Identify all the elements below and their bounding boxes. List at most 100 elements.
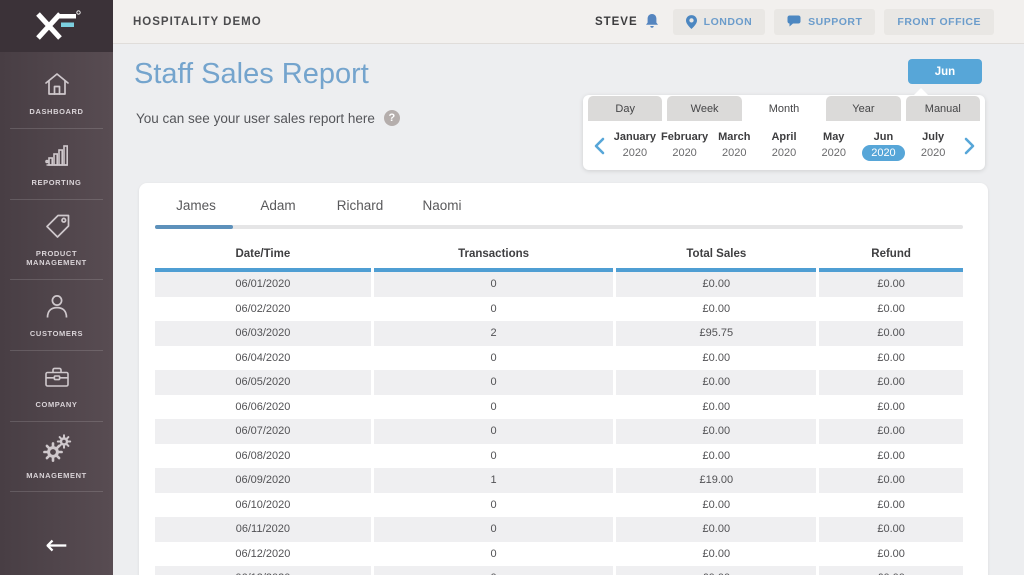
cell-refund: £0.00 xyxy=(819,566,963,575)
support-button-label: SUPPORT xyxy=(808,16,862,28)
help-icon[interactable]: ? xyxy=(384,110,400,126)
table-row: 06/12/2020 0 £0.00 £0.00 xyxy=(155,542,963,567)
cell-transactions: 2 xyxy=(374,321,614,346)
home-icon xyxy=(42,68,72,100)
month-option[interactable]: March 2020 xyxy=(709,131,759,161)
sidebar-item-dashboard[interactable]: DASHBOARD xyxy=(10,58,103,129)
cell-total-sales: £0.00 xyxy=(616,395,816,420)
staff-tab[interactable]: Adam xyxy=(237,198,319,225)
staff-tab[interactable]: James xyxy=(155,198,237,225)
cell-total-sales: £19.00 xyxy=(616,468,816,493)
table-header-cell: Date/Time xyxy=(155,241,371,268)
cell-refund: £0.00 xyxy=(819,346,963,371)
page-subtitle: You can see your user sales report here … xyxy=(136,110,400,126)
bell-icon[interactable] xyxy=(645,13,659,30)
cell-transactions: 0 xyxy=(374,444,614,469)
cell-transactions: 0 xyxy=(374,297,614,322)
month-option[interactable]: May 2020 xyxy=(809,131,859,161)
location-button-label: LONDON xyxy=(704,16,753,28)
sidebar-item-label: CUSTOMERS xyxy=(30,329,83,339)
staff-tab[interactable]: Richard xyxy=(319,198,401,225)
support-button[interactable]: SUPPORT xyxy=(774,9,875,35)
cell-total-sales: £0.00 xyxy=(616,493,816,518)
cell-date: 06/12/2020 xyxy=(155,542,371,567)
cell-refund: £0.00 xyxy=(819,395,963,420)
month-option[interactable]: January 2020 xyxy=(610,131,660,161)
app-title: HOSPITALITY DEMO xyxy=(133,16,262,28)
month-year: 2020 xyxy=(812,145,854,161)
table-row: 06/13/2020 0 £0.00 £0.00 xyxy=(155,566,963,575)
month-option[interactable]: Jun 2020 xyxy=(859,131,909,161)
month-option[interactable]: April 2020 xyxy=(759,131,809,161)
sidebar-item-label: COMPANY xyxy=(36,400,78,410)
location-button[interactable]: LONDON xyxy=(673,9,766,35)
month-year: 2020 xyxy=(763,145,805,161)
month-name: May xyxy=(823,131,844,143)
cell-date: 06/08/2020 xyxy=(155,444,371,469)
date-mode-tab[interactable]: Year xyxy=(826,96,900,121)
sidebar-item-management[interactable]: MANAGEMENT xyxy=(10,422,103,493)
user-name: STEVE xyxy=(595,16,638,28)
table-row: 06/06/2020 0 £0.00 £0.00 xyxy=(155,395,963,420)
date-mode-tab[interactable]: Month xyxy=(747,96,821,121)
month-year: 2020 xyxy=(713,145,755,161)
cell-date: 06/03/2020 xyxy=(155,321,371,346)
staff-tab-active-indicator xyxy=(155,225,233,229)
date-mode-tab[interactable]: Week xyxy=(667,96,741,121)
month-option[interactable]: July 2020 xyxy=(908,131,958,161)
front-office-button-label: FRONT OFFICE xyxy=(897,16,981,28)
person-icon xyxy=(42,290,72,322)
sidebar-item-company[interactable]: COMPANY xyxy=(10,351,103,422)
brand-logo[interactable] xyxy=(0,0,113,52)
report-card: JamesAdamRichardNaomi Date/TimeTransacti… xyxy=(139,183,988,575)
cell-transactions: 0 xyxy=(374,395,614,420)
sidebar-item-product-management[interactable]: PRODUCT MANAGEMENT xyxy=(10,200,103,281)
cell-total-sales: £0.00 xyxy=(616,346,816,371)
cell-date: 06/13/2020 xyxy=(155,566,371,575)
cell-date: 06/11/2020 xyxy=(155,517,371,542)
cell-transactions: 1 xyxy=(374,468,614,493)
chat-bubble-icon xyxy=(787,15,801,28)
sidebar-item-label: PRODUCT MANAGEMENT xyxy=(10,249,103,269)
month-year: 2020 xyxy=(663,145,705,161)
month-carousel: January 2020 February 2020 March 2020 Ap… xyxy=(583,121,985,163)
cell-date: 06/10/2020 xyxy=(155,493,371,518)
cell-transactions: 0 xyxy=(374,566,614,575)
sidebar: DASHBOARD REPORTING xyxy=(0,0,113,575)
sidebar-item-reporting[interactable]: REPORTING xyxy=(10,129,103,200)
cell-total-sales: £95.75 xyxy=(616,321,816,346)
xe-logo-icon xyxy=(32,9,82,43)
front-office-button[interactable]: FRONT OFFICE xyxy=(884,9,994,35)
table-row: 06/01/2020 0 £0.00 £0.00 xyxy=(155,272,963,297)
cell-transactions: 0 xyxy=(374,517,614,542)
staff-tab[interactable]: Naomi xyxy=(401,198,483,225)
cell-refund: £0.00 xyxy=(819,493,963,518)
table-row: 06/07/2020 0 £0.00 £0.00 xyxy=(155,419,963,444)
staff-tab-track xyxy=(155,225,963,229)
gears-icon xyxy=(42,432,72,464)
cell-transactions: 0 xyxy=(374,542,614,567)
cell-transactions: 0 xyxy=(374,419,614,444)
chevron-left-icon[interactable] xyxy=(588,129,610,163)
user-menu[interactable]: STEVE xyxy=(595,13,659,30)
collapse-arrow-icon[interactable]: ← xyxy=(45,532,68,559)
topbar-right: STEVE LONDON xyxy=(595,9,994,35)
date-picker-panel: DayWeekMonthYearManual January 2020 Febr… xyxy=(583,95,985,170)
table-header-cell: Refund xyxy=(819,241,963,268)
sidebar-collapse: ← xyxy=(0,532,113,575)
period-button[interactable]: Jun xyxy=(908,59,982,84)
table-body: 06/01/2020 0 £0.00 £0.00 06/02/2020 0 £0… xyxy=(155,272,963,575)
cell-transactions: 0 xyxy=(374,370,614,395)
page-title: Staff Sales Report xyxy=(134,58,369,91)
month-option[interactable]: February 2020 xyxy=(660,131,710,161)
month-name: March xyxy=(718,131,750,143)
month-year: 2020 xyxy=(614,145,656,161)
table-row: 06/08/2020 0 £0.00 £0.00 xyxy=(155,444,963,469)
cell-date: 06/05/2020 xyxy=(155,370,371,395)
table-row: 06/04/2020 0 £0.00 £0.00 xyxy=(155,346,963,371)
sidebar-item-customers[interactable]: CUSTOMERS xyxy=(10,280,103,351)
table-row: 06/10/2020 0 £0.00 £0.00 xyxy=(155,493,963,518)
date-mode-tab[interactable]: Manual xyxy=(906,96,980,121)
date-mode-tab[interactable]: Day xyxy=(588,96,662,121)
chevron-right-icon[interactable] xyxy=(958,129,980,163)
